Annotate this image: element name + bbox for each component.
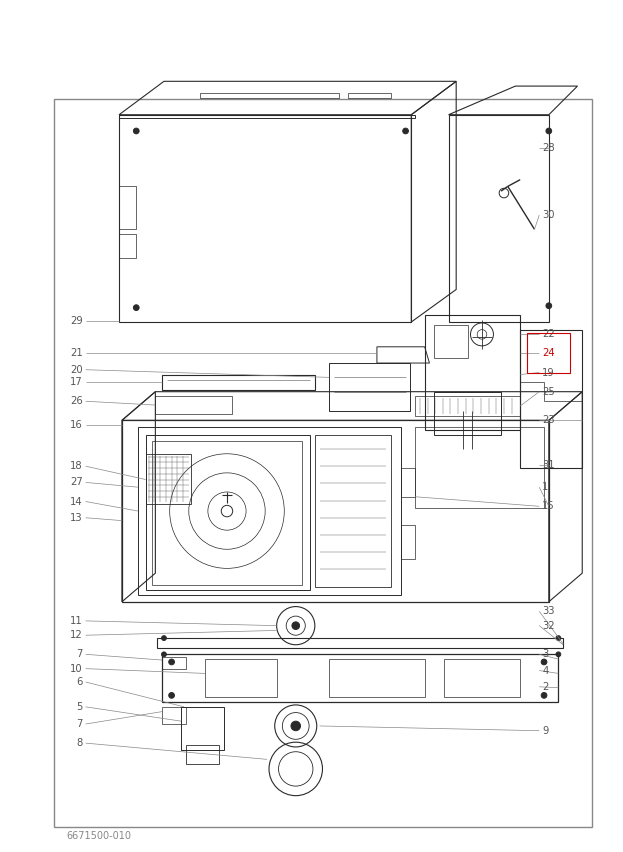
Text: 7: 7 [77,719,83,729]
Circle shape [169,693,174,699]
Text: 14: 14 [70,497,83,507]
Circle shape [161,636,166,641]
Circle shape [556,636,561,641]
Text: 25: 25 [542,387,555,397]
Circle shape [541,659,547,665]
Text: 24: 24 [542,348,554,359]
Circle shape [402,128,409,134]
Text: 31: 31 [542,460,554,470]
Text: 16: 16 [70,420,83,430]
Text: 27: 27 [70,477,83,487]
Bar [434,325,468,358]
Text: 32: 32 [542,620,554,630]
Bar [119,234,136,258]
Bar [155,396,232,414]
Bar [162,657,186,669]
Bar [119,187,136,229]
Text: 11: 11 [70,616,83,626]
Text: 4: 4 [542,665,548,676]
Text: 6671500-010: 6671500-010 [67,831,131,841]
Text: 17: 17 [70,377,83,387]
Text: 33: 33 [542,607,554,616]
Circle shape [133,128,139,134]
Text: 15: 15 [542,501,555,511]
Circle shape [546,302,552,308]
Text: 20: 20 [70,365,83,375]
Text: 13: 13 [70,513,83,523]
Text: 26: 26 [70,396,83,406]
Text: 30: 30 [542,210,554,220]
Circle shape [556,652,561,657]
Text: 8: 8 [77,738,83,748]
Text: 6: 6 [77,677,83,687]
Circle shape [291,721,300,731]
Bar [415,427,544,508]
Circle shape [541,693,547,699]
Text: 1: 1 [542,482,548,492]
Circle shape [546,128,552,134]
Text: 3: 3 [542,649,548,659]
Circle shape [169,659,174,665]
Text: 22: 22 [542,330,555,339]
Text: 2: 2 [542,682,548,692]
Circle shape [133,305,139,310]
Text: 21: 21 [70,348,83,358]
Text: 23: 23 [542,415,554,425]
Text: 29: 29 [70,316,83,326]
Text: 9: 9 [542,726,548,736]
Text: ns / M8260 / 010 Casing: ns / M8260 / 010 Casing [5,13,163,26]
Text: 28: 28 [542,143,554,153]
Circle shape [292,622,300,630]
Text: 10: 10 [70,664,83,674]
Text: 19: 19 [542,367,555,377]
Text: 5: 5 [77,702,83,711]
Text: 12: 12 [70,630,83,640]
Text: 7: 7 [77,649,83,659]
Circle shape [161,652,166,657]
Bar [162,707,186,724]
Bar [54,99,592,827]
Text: 18: 18 [70,461,83,471]
